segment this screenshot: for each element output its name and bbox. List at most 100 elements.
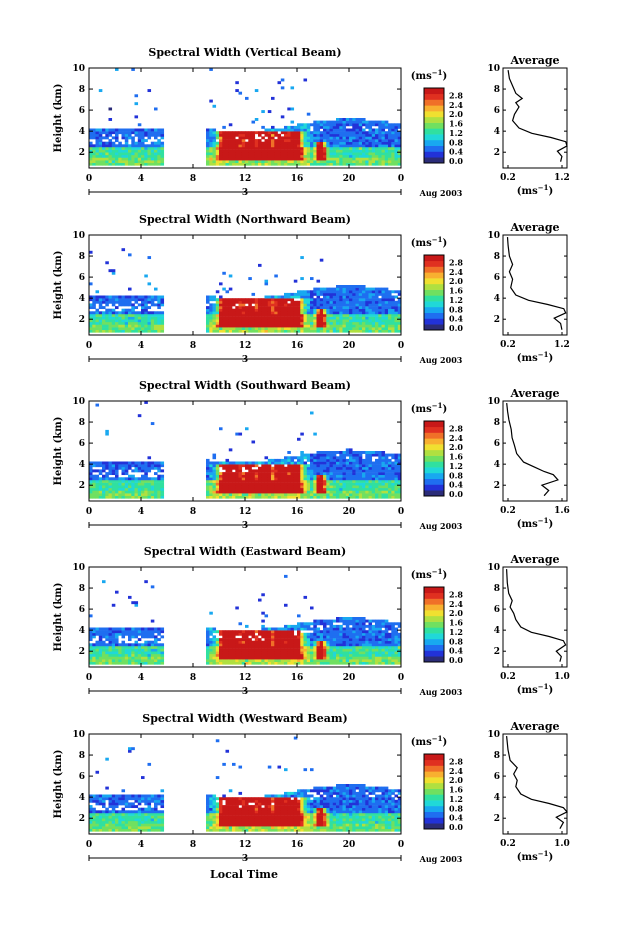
- y-tick-label: 4: [79, 460, 85, 470]
- y-tick-label: 2: [79, 315, 85, 325]
- avg-profile-line: [507, 70, 568, 162]
- average-title: Average: [509, 553, 559, 566]
- colorbar-frame: [423, 254, 445, 331]
- colorbar-tick-label: 2.4: [449, 267, 463, 277]
- avg-unit: (ms−1): [517, 183, 553, 197]
- avg-y-tick-label: 10: [487, 397, 500, 407]
- heatmap: [89, 574, 401, 665]
- colorbar-cell: [424, 598, 444, 605]
- panel-title: Spectral Width (Westward Beam): [142, 712, 347, 725]
- y-tick-label: 6: [79, 605, 85, 615]
- y-tick-label: 10: [72, 231, 85, 241]
- avg-y-tick-label: 6: [494, 439, 500, 449]
- colorbar-tick-label: 1.6: [449, 785, 463, 795]
- colorbar-cell: [424, 777, 444, 784]
- colorbar-tick-label: 2.8: [449, 257, 463, 267]
- colorbar-cell: [424, 461, 444, 468]
- x-tick-label: 0: [86, 673, 92, 683]
- colorbar-cell: [424, 272, 444, 279]
- colorbar-cell: [424, 105, 444, 112]
- y-tick-label: 4: [79, 294, 85, 304]
- avg-y-tick-label: 4: [494, 460, 500, 470]
- avg-y-tick-label: 8: [494, 418, 500, 428]
- day-label: 3: [242, 854, 248, 864]
- colorbar-frame: [423, 586, 445, 663]
- x-tick-label: 0: [398, 174, 404, 184]
- x-tick-label: 0: [86, 341, 92, 351]
- x-tick-label: 20: [343, 673, 356, 683]
- x-tick-label: 12: [239, 673, 252, 683]
- colorbar-cell: [424, 823, 444, 830]
- colorbar-cell: [424, 817, 444, 824]
- day-label: 3: [242, 188, 248, 198]
- colorbar-frame: [423, 420, 445, 497]
- colorbar-tick-label: 2.4: [449, 766, 463, 776]
- colorbar-cell: [424, 438, 444, 445]
- colorbar-cell: [424, 122, 444, 129]
- colorbar-tick-label: 1.6: [449, 286, 463, 296]
- average-profile: Average 2 4 6 8 10 0.2 1.2(ms−1): [487, 221, 569, 364]
- avg-y-tick-label: 2: [494, 148, 500, 158]
- colorbar-cell: [424, 426, 444, 433]
- y-tick-label: 2: [79, 814, 85, 824]
- avg-y-tick-label: 2: [494, 481, 500, 491]
- x-tick-label: 16: [291, 341, 304, 351]
- colorbar-cell: [424, 278, 444, 285]
- colorbar-frame: [423, 87, 445, 164]
- heatmap: [89, 68, 401, 166]
- colorbar-cell: [424, 759, 444, 766]
- colorbar-unit: (ms−1): [411, 734, 447, 748]
- average-profile: Average 2 4 6 8 10 0.2 1.0(ms−1): [487, 553, 569, 696]
- colorbar-tick-label: 1.2: [449, 128, 463, 138]
- y-tick-label: 2: [79, 647, 85, 657]
- x-tick-label: 20: [343, 174, 356, 184]
- y-tick-label: 10: [72, 730, 85, 740]
- avg-x-tick-label: 1.0: [554, 672, 570, 682]
- x-tick-label: 0: [398, 341, 404, 351]
- colorbar-cell: [424, 283, 444, 290]
- avg-y-tick-label: 8: [494, 252, 500, 262]
- y-tick-label: 4: [79, 127, 85, 137]
- colorbar-tick-label: 0.8: [449, 636, 463, 646]
- colorbar-cell: [424, 260, 444, 267]
- average-frame: [502, 67, 568, 169]
- panels: Spectral Width (Vertical Beam) 2 4 6 8 10 Heig…: [53, 46, 570, 864]
- x-tick-label: 16: [291, 507, 304, 517]
- colorbar-cell: [424, 116, 444, 123]
- avg-profile-line: [506, 237, 567, 330]
- date-label: Aug 2003: [419, 687, 463, 697]
- y-axis-label: Height (km): [53, 417, 64, 486]
- x-tick-label: 0: [86, 174, 92, 184]
- x-tick-label: 16: [291, 840, 304, 850]
- colorbar-cell: [424, 289, 444, 296]
- avg-y-tick-label: 10: [487, 231, 500, 241]
- average-frame: [502, 400, 568, 502]
- colorbar-cell: [424, 656, 444, 663]
- x-tick-label: 0: [86, 507, 92, 517]
- avg-y-tick-label: 10: [487, 730, 500, 740]
- x-tick-label: 4: [138, 341, 144, 351]
- colorbar-cell: [424, 472, 444, 479]
- avg-y-tick-label: 10: [487, 64, 500, 74]
- avg-x-tick-label: 0.2: [500, 672, 516, 682]
- panel-title: Spectral Width (Northward Beam): [139, 213, 351, 226]
- x-tick-label: 12: [239, 174, 252, 184]
- avg-y-tick-label: 8: [494, 751, 500, 761]
- colorbar-cell: [424, 633, 444, 640]
- colorbar-tick-label: 0.8: [449, 304, 463, 314]
- heatmap: [89, 401, 401, 499]
- colorbar-cell: [424, 811, 444, 818]
- date-label: Aug 2003: [419, 854, 463, 864]
- avg-x-tick-label: 1.6: [554, 506, 570, 516]
- colorbar-cell: [424, 650, 444, 657]
- colorbar-cell: [424, 151, 444, 158]
- avg-y-tick-label: 2: [494, 647, 500, 657]
- colorbar-cell: [424, 627, 444, 634]
- colorbar-cell: [424, 99, 444, 106]
- avg-y-tick-label: 6: [494, 772, 500, 782]
- colorbar-cell: [424, 794, 444, 801]
- x-tick-label: 4: [138, 673, 144, 683]
- y-axis-label: Height (km): [53, 84, 64, 153]
- x-tick-label: 8: [190, 673, 196, 683]
